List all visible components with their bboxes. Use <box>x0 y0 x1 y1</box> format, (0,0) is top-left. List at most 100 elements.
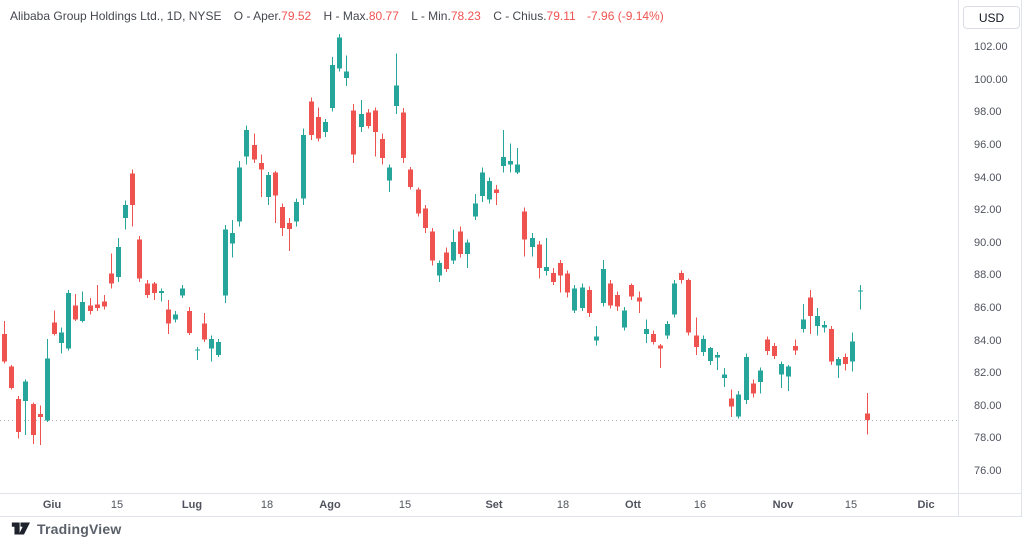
candle-body <box>151 283 158 294</box>
candle <box>44 338 51 422</box>
candle-body <box>543 267 550 272</box>
candle-body <box>129 173 136 206</box>
currency-usd-button[interactable]: USD <box>963 6 1020 29</box>
candle <box>308 97 315 140</box>
candle-body <box>422 208 429 229</box>
candle <box>450 229 457 264</box>
candle-body <box>571 288 578 311</box>
candle-body <box>557 263 564 276</box>
candle <box>407 166 414 190</box>
candle-body <box>707 347 714 361</box>
candle <box>593 325 600 346</box>
candle-body <box>108 273 115 284</box>
candle <box>136 236 143 282</box>
candle <box>22 379 29 435</box>
price-tick-label: 88.00 <box>974 269 1002 282</box>
candle <box>37 405 44 445</box>
candle <box>614 291 621 312</box>
price-tick-label: 96.00 <box>974 138 1002 151</box>
candle-body <box>194 349 201 351</box>
candle-body <box>628 285 635 297</box>
low-label: L - Min. <box>411 9 451 23</box>
candle-body <box>172 314 179 320</box>
candle <box>700 335 707 356</box>
candle-body <box>564 273 571 293</box>
candle-body <box>144 283 151 295</box>
candle-body <box>457 231 464 255</box>
candle-body <box>600 268 607 303</box>
tradingview-logo-mark <box>11 522 30 535</box>
candle <box>265 171 272 206</box>
candle-body <box>415 189 422 214</box>
candle-body <box>521 211 528 240</box>
candle <box>764 336 771 356</box>
candle-body <box>479 172 486 197</box>
candle <box>750 379 757 398</box>
candle-body <box>614 294 621 307</box>
time-tick-label: Nov <box>772 499 794 511</box>
candle-body <box>30 404 37 436</box>
candle-body <box>393 85 400 106</box>
candle <box>607 280 614 309</box>
candle-body <box>636 297 643 302</box>
change-value: -7.96 (-9.14%) <box>587 9 664 23</box>
tradingview-logo[interactable]: TradingView <box>10 519 121 538</box>
candle-body <box>785 366 792 377</box>
candle <box>571 285 578 313</box>
candle-body <box>500 157 507 167</box>
candle <box>785 364 792 391</box>
candle <box>636 291 643 313</box>
candle <box>208 335 215 362</box>
candle <box>521 207 528 257</box>
candle <box>365 109 372 129</box>
candle <box>500 130 507 173</box>
candle-body <box>58 332 65 343</box>
candle <box>857 285 864 310</box>
candle-body <box>336 37 343 69</box>
candle <box>429 228 436 266</box>
candle <box>807 290 814 334</box>
candle <box>315 107 322 142</box>
candle-body <box>443 252 450 269</box>
price-tick-label: 92.00 <box>974 204 1002 217</box>
time-tick-label: Ago <box>319 499 341 511</box>
candle-body <box>1 334 8 362</box>
candle <box>122 200 129 230</box>
candle <box>543 237 550 276</box>
candle-body <box>300 135 307 199</box>
candle-body <box>165 309 172 324</box>
candle <box>279 203 286 237</box>
candle-body <box>828 329 835 362</box>
candle <box>529 232 536 257</box>
candle-body <box>265 175 272 198</box>
candle <box>194 347 201 361</box>
candle <box>743 353 750 405</box>
high-label: H - Max. <box>323 9 369 23</box>
candle-body <box>79 302 86 321</box>
candle-body <box>386 167 393 181</box>
candle <box>358 100 365 132</box>
candle <box>108 253 115 289</box>
candle <box>557 259 564 293</box>
candle-body <box>429 231 436 261</box>
candle-body <box>315 117 322 139</box>
candle-body <box>279 206 286 228</box>
candle-body <box>251 144 258 160</box>
candle-body <box>857 290 864 292</box>
candle <box>72 294 79 321</box>
candle-body <box>72 305 79 320</box>
candle-body <box>721 374 728 378</box>
time-tick-label: 16 <box>693 499 707 511</box>
candle <box>158 288 165 302</box>
time-tick-label: Ott <box>625 499 641 511</box>
candle-body <box>750 383 757 394</box>
candle <box>600 259 607 307</box>
candle <box>172 311 179 323</box>
price-tick-label: 100.00 <box>974 73 1008 86</box>
candle-body <box>158 290 165 294</box>
candle-body <box>22 381 29 401</box>
price-tick-label: 102.00 <box>974 41 1008 54</box>
time-tick-label: Lug <box>181 499 203 511</box>
